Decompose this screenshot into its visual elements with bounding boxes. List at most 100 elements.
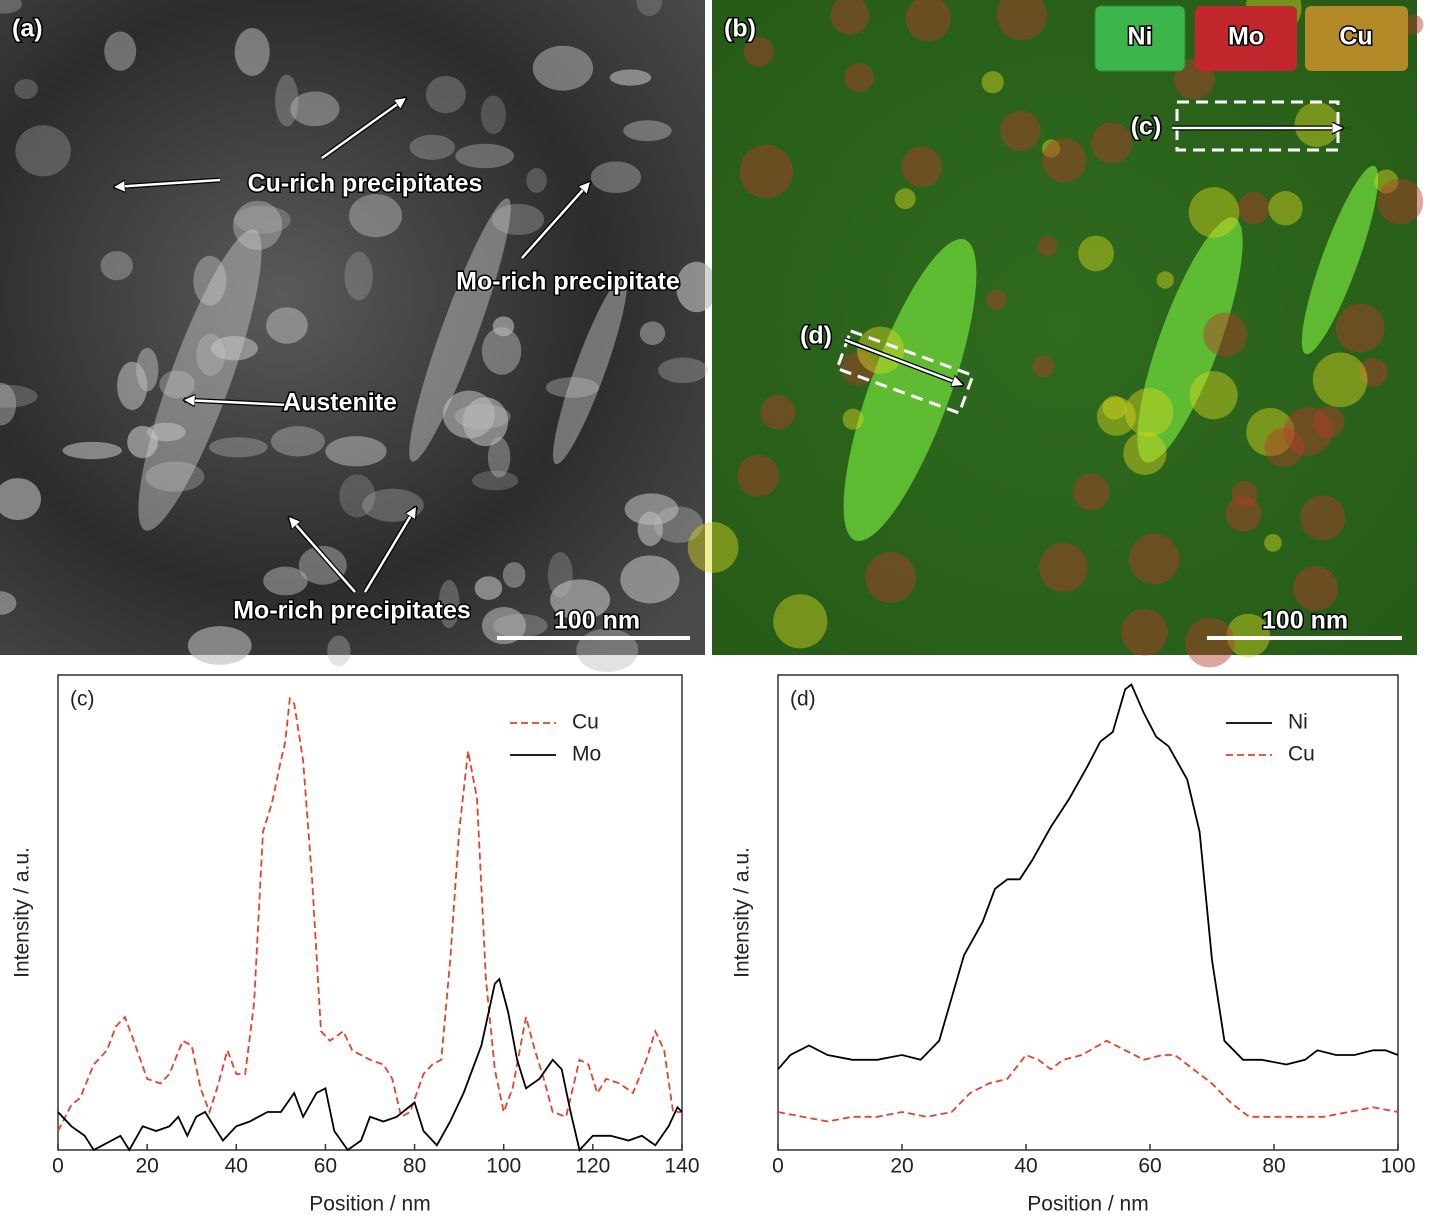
y-axis-label: Intensity / a.u. [731, 847, 754, 978]
texture [1073, 473, 1110, 511]
texture [481, 327, 522, 375]
line-arrow [844, 338, 963, 385]
texture [1102, 395, 1127, 420]
texture [0, 0, 23, 14]
x-tick-label: 80 [1262, 1155, 1285, 1178]
x-tick-label: 20 [890, 1155, 913, 1178]
line-label: (c) [1131, 113, 1162, 141]
texture [438, 579, 460, 629]
legend-label: Mo [1228, 23, 1264, 51]
x-tick-label: 40 [1014, 1155, 1037, 1178]
x-tick-label: 100 [1380, 1155, 1415, 1178]
texture [739, 144, 794, 199]
texture [658, 357, 708, 384]
texture [1300, 495, 1346, 541]
texture [127, 425, 158, 459]
texture [1231, 480, 1258, 507]
texture [737, 454, 780, 497]
texture [15, 125, 71, 177]
annotation: Mo-rich precipitate [456, 268, 680, 296]
texture [553, 275, 627, 465]
panel-label: (b) [724, 15, 756, 43]
annotation: Austenite [283, 389, 397, 417]
texture [270, 426, 325, 457]
texture [1189, 371, 1238, 420]
texture [1237, 192, 1270, 225]
texture [145, 461, 205, 492]
texture [492, 316, 515, 337]
texture [687, 522, 739, 573]
texture [472, 470, 519, 491]
texture [62, 441, 122, 460]
series-line [777, 1039, 1399, 1123]
texture [1225, 496, 1262, 532]
texture [545, 377, 599, 398]
texture [100, 251, 133, 281]
texture [550, 579, 611, 620]
texture [117, 361, 148, 411]
legend-box [1305, 6, 1408, 71]
texture [675, 261, 718, 313]
texture [1123, 431, 1167, 475]
texture [1042, 138, 1087, 183]
texture [1037, 236, 1058, 257]
texture [1124, 388, 1174, 437]
scale-label: 100 nm [554, 607, 640, 635]
texture [760, 394, 796, 430]
texture [1000, 110, 1041, 151]
texture [409, 198, 511, 462]
texture [981, 71, 1004, 94]
texture [1188, 187, 1240, 238]
legend-label: Cu [1288, 743, 1315, 766]
texture [1264, 534, 1282, 552]
texture [442, 390, 495, 439]
texture [298, 545, 347, 585]
texture [1121, 608, 1168, 656]
series-line [777, 683, 1399, 1070]
legend-label: Mo [572, 743, 601, 766]
line-box [1175, 100, 1340, 152]
texture [843, 239, 977, 541]
texture [0, 478, 41, 521]
texture [349, 194, 403, 238]
texture [1293, 566, 1339, 612]
texture [1312, 406, 1345, 438]
texture [773, 594, 828, 649]
texture [653, 506, 704, 543]
x-tick-label: 80 [403, 1155, 426, 1178]
texture [1156, 271, 1174, 289]
annotation: Cu-rich precipitates [248, 170, 483, 198]
x-tick-label: 40 [225, 1155, 248, 1178]
texture [1078, 235, 1114, 272]
texture [1128, 533, 1180, 585]
texture [1312, 352, 1368, 408]
texture [1096, 397, 1136, 436]
texture [492, 203, 545, 236]
texture [901, 146, 942, 188]
texture [325, 436, 387, 467]
plot-frame [57, 674, 683, 1151]
texture [480, 95, 506, 135]
texture [327, 635, 351, 667]
texture [841, 351, 876, 386]
panel-label: (d) [790, 688, 816, 711]
line-box [835, 329, 975, 415]
texture [1359, 357, 1388, 387]
texture [193, 255, 227, 306]
texture [1184, 617, 1235, 668]
texture [865, 552, 916, 603]
x-tick-label: 20 [135, 1155, 158, 1178]
legend-label: Ni [1288, 711, 1308, 734]
x-tick-label: 120 [575, 1155, 610, 1178]
panel-label: (c) [70, 688, 95, 711]
texture [0, 382, 17, 426]
texture [1137, 217, 1243, 463]
texture [830, 0, 870, 35]
texture [1203, 312, 1248, 357]
annotation: Mo-rich precipitates [233, 597, 471, 625]
series-line [57, 977, 683, 1152]
texture [210, 336, 258, 361]
texture [1283, 407, 1333, 456]
texture [1403, 14, 1424, 35]
texture [1294, 102, 1340, 148]
